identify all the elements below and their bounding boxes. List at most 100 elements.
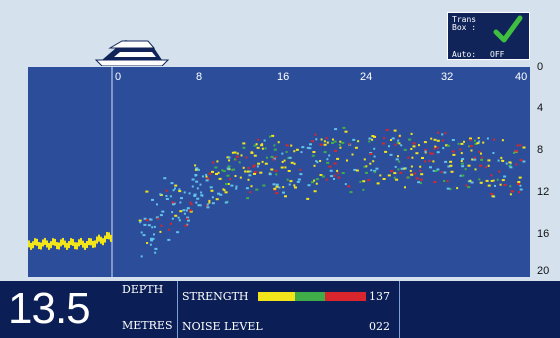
fish-target bbox=[211, 170, 214, 173]
fish-target bbox=[217, 192, 221, 195]
fish-target bbox=[446, 187, 450, 190]
fish-target bbox=[233, 151, 237, 154]
fish-target bbox=[282, 186, 285, 189]
fish-target bbox=[373, 155, 376, 158]
fish-target bbox=[490, 180, 493, 182]
fish-target bbox=[393, 129, 397, 132]
fish-target bbox=[515, 163, 518, 166]
fish-target bbox=[195, 201, 198, 204]
fish-target bbox=[271, 134, 275, 137]
fish-target bbox=[452, 153, 456, 156]
fish-target bbox=[174, 184, 178, 187]
fish-target bbox=[170, 182, 174, 185]
fish-target bbox=[473, 158, 477, 161]
fish-target bbox=[451, 139, 455, 141]
fish-target bbox=[171, 201, 175, 204]
fish-target bbox=[299, 168, 302, 171]
bottom-echo bbox=[52, 238, 54, 246]
fish-target bbox=[468, 145, 470, 148]
fish-target bbox=[436, 146, 439, 149]
fish-target bbox=[467, 164, 471, 167]
fish-target bbox=[445, 144, 448, 147]
fish-target bbox=[433, 147, 436, 150]
fish-target bbox=[235, 155, 239, 158]
fish-target bbox=[516, 144, 519, 147]
fish-target bbox=[519, 188, 523, 191]
fish-target bbox=[446, 180, 449, 183]
fish-target bbox=[288, 156, 292, 159]
fish-target bbox=[451, 150, 455, 153]
fish-target bbox=[362, 188, 365, 191]
depth-tick-20: 20 bbox=[537, 265, 550, 277]
fish-target bbox=[281, 152, 284, 155]
fish-target bbox=[186, 217, 189, 220]
fish-target bbox=[503, 184, 507, 186]
fish-target bbox=[293, 162, 296, 165]
fish-target bbox=[169, 195, 172, 198]
fish-target bbox=[460, 162, 464, 165]
fish-target bbox=[355, 169, 359, 172]
fish-target bbox=[430, 152, 434, 155]
fish-target bbox=[338, 143, 341, 146]
fish-target bbox=[299, 173, 303, 176]
fish-target bbox=[176, 231, 180, 234]
fish-target bbox=[230, 184, 234, 187]
fish-target bbox=[250, 185, 253, 188]
fish-target bbox=[474, 168, 477, 171]
fish-target bbox=[501, 179, 505, 182]
fish-target bbox=[419, 165, 422, 168]
fish-target bbox=[373, 171, 376, 174]
fish-target bbox=[143, 217, 147, 220]
fish-target bbox=[249, 170, 252, 173]
fish-target bbox=[382, 178, 386, 180]
bottom-echo bbox=[106, 232, 108, 240]
fish-target bbox=[253, 144, 257, 147]
fish-target bbox=[239, 176, 242, 179]
fish-target bbox=[145, 219, 149, 222]
fish-target bbox=[208, 199, 211, 202]
fish-target bbox=[261, 160, 264, 163]
fish-target bbox=[336, 157, 340, 160]
fish-target bbox=[196, 168, 200, 171]
fish-target bbox=[328, 154, 331, 157]
fish-target bbox=[395, 158, 399, 161]
fish-target bbox=[285, 151, 288, 153]
fish-target bbox=[174, 214, 178, 217]
bottom-echo bbox=[110, 234, 112, 242]
bottom-echo bbox=[40, 242, 42, 250]
fish-target bbox=[411, 156, 414, 159]
depth-tick-16: 16 bbox=[537, 228, 550, 240]
fish-target bbox=[211, 202, 215, 205]
fish-target bbox=[461, 165, 465, 168]
depth-tick-0: 0 bbox=[537, 61, 544, 73]
fish-target bbox=[194, 174, 198, 176]
fish-target bbox=[333, 174, 336, 177]
fish-target bbox=[432, 160, 435, 163]
fish-target bbox=[330, 175, 334, 178]
fish-target bbox=[500, 156, 503, 159]
fish-target bbox=[513, 151, 515, 154]
fish-target bbox=[487, 184, 491, 187]
fish-target bbox=[145, 190, 149, 193]
bottom-echo bbox=[84, 242, 86, 250]
fish-target bbox=[334, 149, 337, 152]
fish-target bbox=[313, 164, 316, 167]
fish-target bbox=[383, 137, 386, 139]
fish-target bbox=[210, 189, 214, 192]
fish-target bbox=[461, 174, 465, 177]
fish-target bbox=[348, 143, 351, 146]
fish-target bbox=[171, 211, 174, 214]
fish-target bbox=[492, 179, 495, 182]
fish-target bbox=[179, 210, 183, 213]
fish-target bbox=[494, 184, 496, 187]
fish-target bbox=[253, 172, 256, 175]
fish-target bbox=[456, 187, 459, 190]
fish-target bbox=[229, 178, 232, 181]
fish-target bbox=[419, 178, 423, 181]
fish-target bbox=[256, 146, 260, 149]
fish-target bbox=[168, 228, 171, 231]
fish-target bbox=[460, 142, 464, 145]
bottom-echo bbox=[74, 242, 76, 250]
fish-target bbox=[188, 209, 192, 212]
